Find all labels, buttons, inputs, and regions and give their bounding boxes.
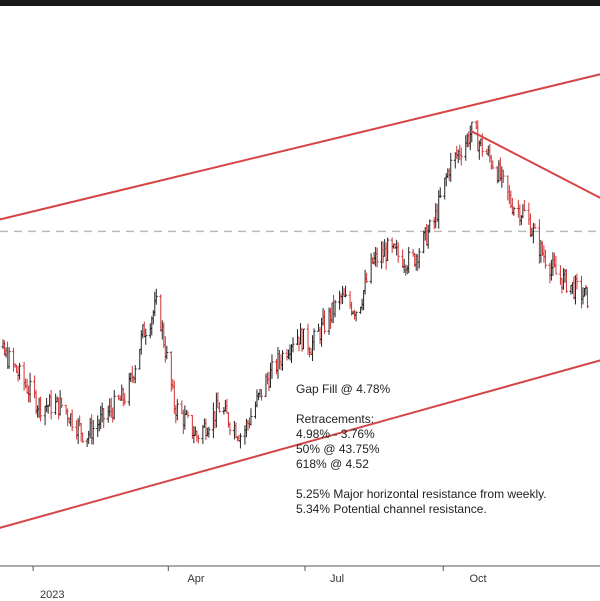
downtrend-line[interactable] (471, 130, 600, 202)
channel-upper-line[interactable] (0, 72, 600, 227)
year-label: 2023 (40, 589, 65, 601)
channel-lower-line[interactable] (0, 358, 600, 537)
x-tick-label: Oct (469, 573, 487, 585)
annotation-channel-resistance: 5.34% Potential channel resistance. (296, 502, 487, 516)
candles-group (1, 120, 589, 449)
annotation-retracements-heading: Retracements: (296, 412, 375, 426)
annotation-retracement-618: 618% @ 4.52 (296, 457, 369, 471)
annotation-horizontal-resistance: 5.25% Major horizontal resistance from w… (296, 487, 547, 501)
x-tick-label: Jul (329, 573, 345, 585)
annotation-retracement-range: 4.98% - 3.76% (296, 427, 375, 441)
annotation-retracement-50: 50% @ 43.75% (296, 442, 380, 456)
x-tick-label: Apr (187, 573, 205, 585)
top-toolbar (0, 0, 600, 6)
annotation-gap-fill: Gap Fill @ 4.78% (296, 382, 391, 396)
